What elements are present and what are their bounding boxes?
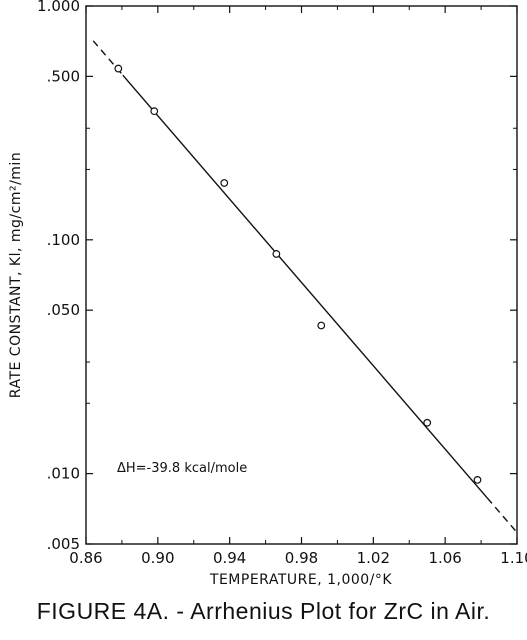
- data-point: [473, 475, 482, 484]
- data-point: [150, 107, 159, 116]
- x-tick-label: 0.98: [285, 549, 318, 567]
- y-tick-label: .005: [47, 535, 80, 553]
- x-axis-ticks: 0.86 0.90 0.94 0.98 1.02 1.06 1.10: [69, 6, 527, 567]
- x-tick-label: 1.02: [357, 549, 390, 567]
- fit-line: [122, 74, 488, 499]
- data-point: [272, 250, 281, 258]
- x-tick-label: 1.06: [428, 549, 461, 567]
- x-axis-title: TEMPERATURE, 1,000/°K: [209, 572, 392, 588]
- y-tick-label: .050: [47, 301, 80, 319]
- y-tick-label: .100: [47, 231, 80, 249]
- fit-line-extension-right: [486, 497, 518, 533]
- x-tick-label: 0.86: [69, 549, 102, 567]
- minor-ticks: [86, 6, 517, 544]
- x-tick-label: 0.94: [213, 549, 246, 567]
- figure-caption: FIGURE 4A. - Arrhenius Plot for ZrC in A…: [36, 598, 491, 624]
- data-point: [220, 179, 229, 187]
- data-point: [114, 64, 123, 73]
- x-tick-label: 1.10: [500, 549, 527, 567]
- enthalpy-annotation: ΔH=-39.8 kcal/mole: [117, 461, 247, 476]
- data-point: [423, 418, 432, 427]
- data-point: [317, 321, 326, 330]
- y-tick-label: 1.000: [37, 0, 80, 15]
- data-points: [114, 64, 482, 484]
- y-tick-label: .010: [47, 465, 80, 483]
- y-tick-label: .500: [47, 67, 80, 85]
- y-axis-title: RATE CONSTANT, Kl, mg/cm²/min: [8, 152, 24, 398]
- y-axis-ticks: 1.000 .500 .100 .050 .010 .005: [37, 0, 517, 553]
- x-tick-label: 0.90: [141, 549, 174, 567]
- fit-line-group: [92, 40, 518, 533]
